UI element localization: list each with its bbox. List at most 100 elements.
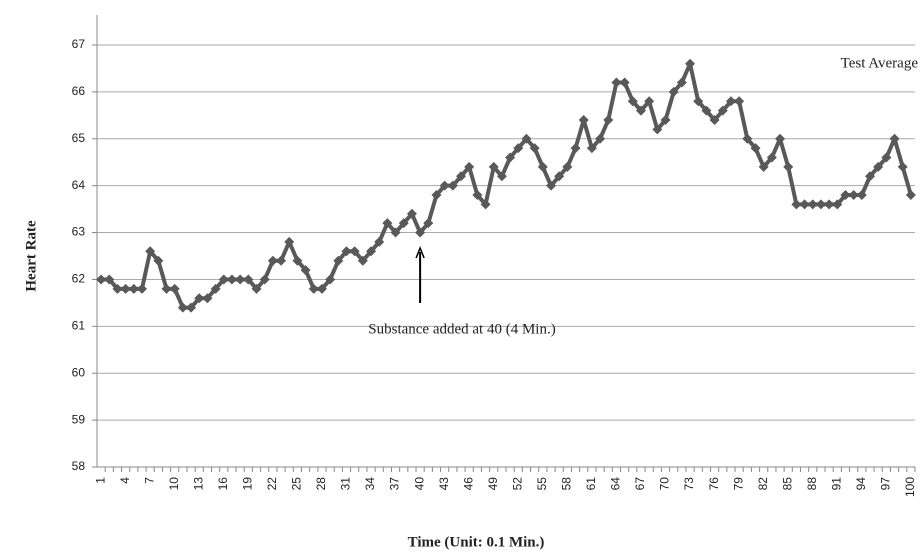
x-tick-label: 79 xyxy=(731,477,745,491)
x-tick-label: 40 xyxy=(412,477,426,491)
point-marker xyxy=(439,180,450,191)
point-marker xyxy=(881,152,892,163)
point-marker xyxy=(709,115,720,126)
point-marker xyxy=(725,96,736,107)
point-marker xyxy=(652,124,663,135)
x-tick-label: 13 xyxy=(191,477,205,491)
y-tick-label: 61 xyxy=(72,319,86,333)
point-marker xyxy=(120,283,131,294)
point-marker xyxy=(145,246,156,257)
point-marker xyxy=(619,77,630,88)
annotation-arrowhead xyxy=(415,245,425,259)
point-marker xyxy=(701,105,712,116)
x-tick-label: 49 xyxy=(486,477,500,491)
point-marker xyxy=(578,115,589,126)
point-marker xyxy=(202,293,213,304)
point-marker xyxy=(693,96,704,107)
point-marker xyxy=(136,283,147,294)
point-marker xyxy=(210,283,221,294)
point-marker xyxy=(398,218,409,229)
point-marker xyxy=(644,96,655,107)
y-tick-label: 65 xyxy=(72,131,86,145)
x-tick-label: 94 xyxy=(854,477,868,491)
x-tick-label: 55 xyxy=(535,477,549,491)
point-marker xyxy=(341,246,352,257)
point-marker xyxy=(406,208,417,219)
point-marker xyxy=(374,236,385,247)
x-tick-label: 100 xyxy=(903,477,917,497)
point-marker xyxy=(766,152,777,163)
point-marker xyxy=(104,274,115,285)
point-marker xyxy=(194,293,205,304)
point-marker xyxy=(243,274,254,285)
x-tick-label: 70 xyxy=(658,477,672,491)
point-marker xyxy=(586,143,597,154)
x-tick-label: 76 xyxy=(707,477,721,491)
point-marker xyxy=(431,190,442,201)
point-marker xyxy=(513,143,524,154)
point-marker xyxy=(349,246,360,257)
x-tick-label: 1 xyxy=(93,477,107,484)
point-marker xyxy=(423,218,434,229)
point-marker xyxy=(284,236,295,247)
point-marker xyxy=(366,246,377,257)
point-marker xyxy=(169,283,180,294)
point-marker xyxy=(300,265,311,276)
x-tick-label: 61 xyxy=(584,477,598,491)
x-tick-label: 46 xyxy=(461,477,475,491)
legend-label: Test Average xyxy=(841,55,919,71)
point-marker xyxy=(717,105,728,116)
point-marker xyxy=(464,161,475,172)
point-marker xyxy=(742,133,753,144)
point-marker xyxy=(685,58,696,69)
x-tick-label: 67 xyxy=(633,477,647,491)
point-marker xyxy=(521,133,532,144)
point-marker xyxy=(325,274,336,285)
point-marker xyxy=(251,283,262,294)
point-marker xyxy=(390,227,401,238)
point-marker xyxy=(259,274,270,285)
x-tick-label: 25 xyxy=(290,477,304,491)
point-marker xyxy=(177,302,188,313)
point-marker xyxy=(415,227,426,238)
x-tick-label: 28 xyxy=(314,477,328,491)
point-marker xyxy=(873,161,884,172)
x-tick-label: 31 xyxy=(339,477,353,491)
x-tick-label: 82 xyxy=(756,477,770,491)
point-marker xyxy=(775,133,786,144)
x-tick-label: 19 xyxy=(241,477,255,491)
point-marker xyxy=(758,161,769,172)
point-marker xyxy=(308,283,319,294)
point-marker xyxy=(496,171,507,182)
point-marker xyxy=(333,255,344,266)
y-tick-label: 59 xyxy=(72,412,86,426)
x-tick-label: 88 xyxy=(805,477,819,491)
point-marker xyxy=(832,199,843,210)
point-marker xyxy=(750,143,761,154)
point-marker xyxy=(603,115,614,126)
point-marker xyxy=(840,190,851,201)
point-marker xyxy=(447,180,458,191)
point-marker xyxy=(276,255,287,266)
point-marker xyxy=(357,255,368,266)
point-marker xyxy=(186,302,197,313)
point-marker xyxy=(235,274,246,285)
point-marker xyxy=(128,283,139,294)
point-marker xyxy=(783,161,794,172)
point-marker xyxy=(529,143,540,154)
x-tick-label: 10 xyxy=(167,477,181,491)
annotation: Substance added at 40 (4 Min.) xyxy=(368,321,555,337)
x-tick-label: 64 xyxy=(609,477,623,491)
point-marker xyxy=(668,86,679,97)
y-tick-label: 67 xyxy=(72,37,86,51)
x-tick-label: 43 xyxy=(437,477,451,491)
point-marker xyxy=(112,283,123,294)
y-axis-title: Heart Rate xyxy=(23,220,39,292)
point-marker xyxy=(488,161,499,172)
point-marker xyxy=(472,190,483,201)
point-marker xyxy=(676,77,687,88)
point-marker xyxy=(889,133,900,144)
point-marker xyxy=(218,274,229,285)
